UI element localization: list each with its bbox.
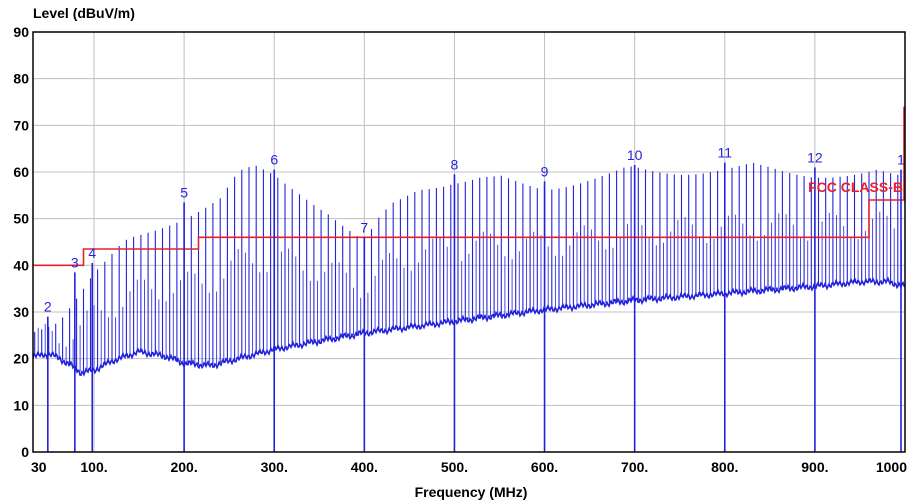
- x-tick-label: 100.: [80, 459, 107, 475]
- x-tick-label: 200.: [170, 459, 197, 475]
- plot-frame: [32, 31, 906, 453]
- marker-label: 8: [451, 156, 459, 172]
- x-tick-label: 1000: [876, 459, 907, 475]
- marker-label: 7: [360, 219, 368, 235]
- noise-floor-trace: [32, 276, 906, 377]
- y-tick-label: 40: [13, 257, 29, 273]
- limit-line: [33, 199, 905, 267]
- marker-label: 1: [897, 152, 905, 168]
- marker-label: 4: [88, 245, 96, 261]
- emission-spikes: [34, 163, 899, 373]
- marker-label: 10: [627, 147, 643, 163]
- limit-line-label: FCC CLASS-B: [808, 179, 903, 195]
- x-tick-label: 900.: [801, 459, 828, 475]
- y-tick-label: 10: [13, 397, 29, 413]
- marker-label: 3: [71, 254, 79, 270]
- x-tick-label: 500.: [441, 459, 468, 475]
- x-tick-label: 800.: [711, 459, 738, 475]
- limit-layer: [33, 106, 905, 267]
- marker-label: 5: [180, 184, 188, 200]
- x-tick-label: 30: [31, 459, 47, 475]
- y-axis-title: Level (dBuV/m): [33, 5, 135, 21]
- x-tick-label: 600.: [531, 459, 558, 475]
- marker-label: 12: [807, 149, 823, 165]
- marker-label: 9: [541, 163, 549, 179]
- y-tick-label: 50: [13, 211, 29, 227]
- marker-label: 6: [270, 152, 278, 168]
- x-tick-label: 700.: [621, 459, 648, 475]
- marker-label: 11: [718, 145, 733, 161]
- y-tick-label: 80: [13, 71, 29, 87]
- y-tick-label: 20: [13, 351, 29, 367]
- emission-secondary-spikes: [37, 211, 902, 372]
- plot-area: [33, 32, 905, 452]
- y-tick-label: 90: [13, 24, 29, 40]
- tick-layer: 30 100. 200. 300. 400. 500. 600. 700. 800. 900. 10…: [13, 24, 907, 475]
- marker-label: 2: [44, 299, 52, 315]
- y-tick-label: 60: [13, 164, 29, 180]
- x-tick-label: 400.: [351, 459, 378, 475]
- y-tick-label: 0: [21, 444, 29, 460]
- y-tick-label: 30: [13, 304, 29, 320]
- x-axis-title: Frequency (MHz): [415, 484, 528, 500]
- x-tick-label: 300.: [261, 459, 288, 475]
- y-tick-label: 70: [13, 117, 29, 133]
- trace-layer: [32, 163, 906, 377]
